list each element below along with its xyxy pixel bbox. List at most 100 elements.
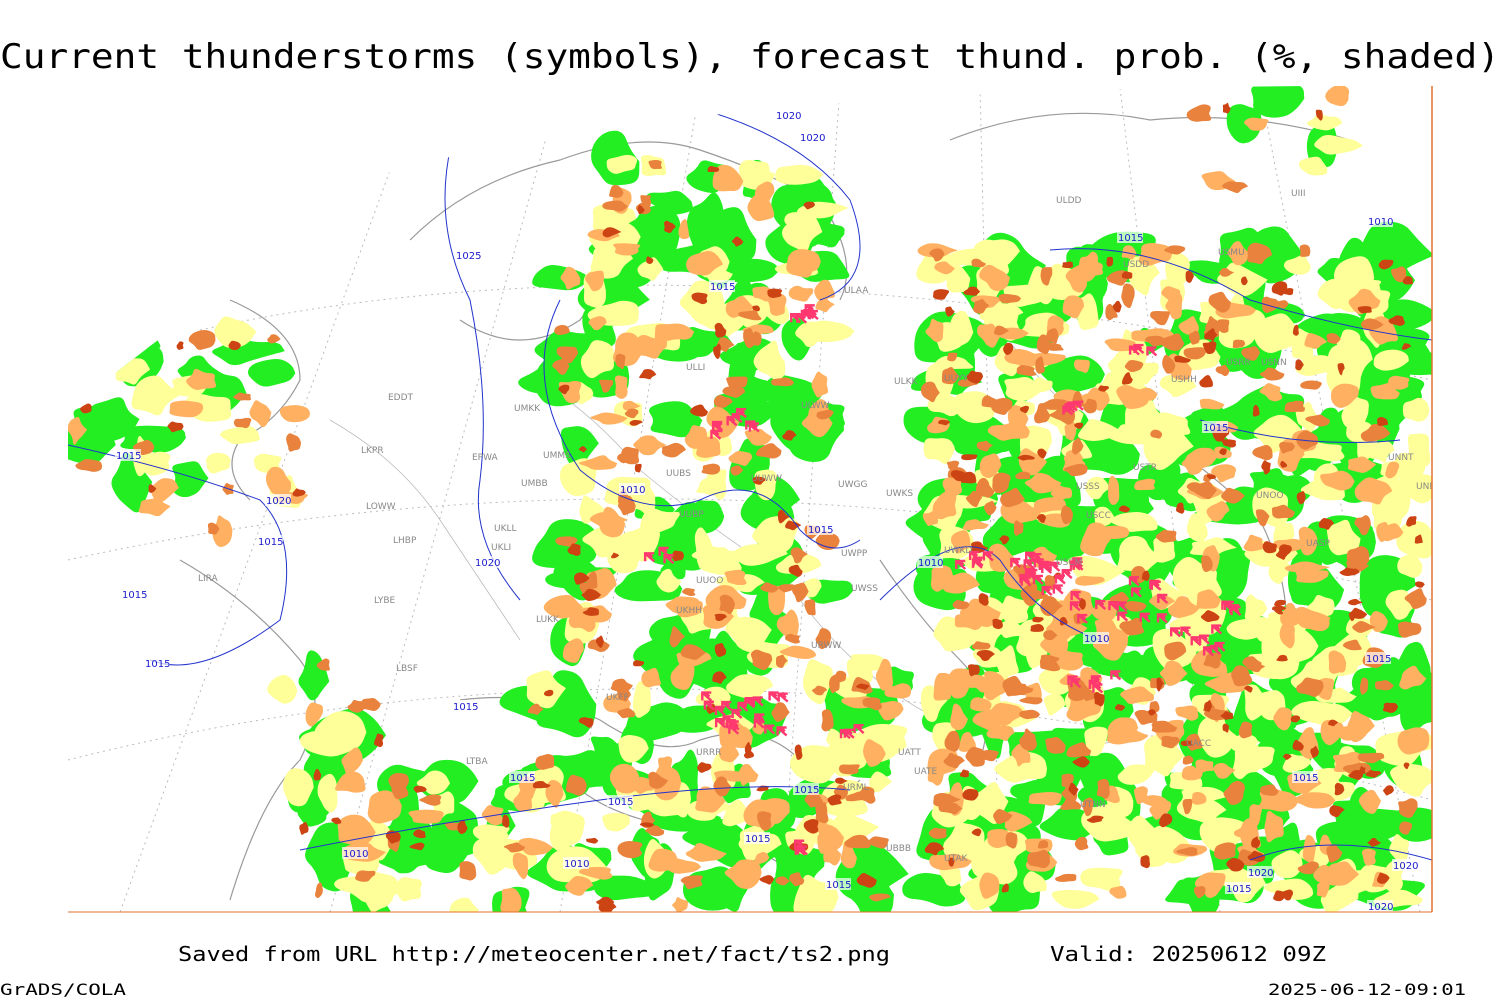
shade-cell [580, 340, 614, 379]
shade-cell [1279, 621, 1295, 649]
shade-cell [1045, 737, 1066, 754]
shade-cell [1019, 709, 1040, 720]
shade-cell [381, 811, 449, 874]
isobar-label-bg [793, 783, 819, 795]
shade-cell [1291, 701, 1353, 727]
shade-cell [1330, 383, 1359, 408]
shade-cell [457, 820, 468, 835]
shade-cell [1276, 654, 1288, 662]
shade-cell [884, 683, 912, 699]
isobar-label-bg [563, 857, 589, 869]
shade-cell [949, 310, 974, 346]
storm-symbol [1169, 627, 1181, 638]
shade-cell [1249, 468, 1292, 495]
shade-cell [1066, 742, 1092, 758]
isobar-label-bg [1117, 231, 1143, 243]
storm-symbol [793, 839, 805, 850]
shade-cell [663, 220, 676, 234]
isobar-label-bg [607, 795, 633, 807]
shade-cell [1180, 740, 1193, 747]
shade-cell [1380, 523, 1404, 542]
shade-cell [1349, 613, 1356, 621]
station-label: EDDT [388, 393, 414, 403]
shade-cell [785, 520, 802, 531]
storm-symbol [853, 723, 865, 735]
storm-symbol [1133, 343, 1145, 354]
storm-symbol [764, 724, 776, 735]
shade-cell [1159, 813, 1173, 828]
shade-cell [768, 585, 786, 616]
shade-cell [962, 519, 990, 531]
shade-cell [863, 739, 886, 767]
shade-cell [131, 375, 182, 416]
isobar-label-bg [775, 109, 801, 121]
isobar-label: 1015 [1203, 423, 1228, 434]
shade-cell [730, 465, 744, 476]
station-label: EPWA [472, 453, 499, 463]
shade-cell [1064, 421, 1077, 441]
shade-cell [1300, 380, 1322, 390]
shade-cell [1024, 472, 1062, 494]
shade-cell [930, 565, 954, 592]
shade-cell [999, 535, 1010, 545]
shade-cell [459, 861, 477, 881]
shade-cell [1407, 433, 1431, 469]
shade-cell [1304, 333, 1328, 349]
shade-cell [283, 768, 314, 807]
shade-cell [1252, 445, 1273, 461]
shade-cell [934, 261, 956, 275]
shade-cell [588, 316, 607, 331]
shade-cell [68, 416, 88, 445]
shade-cell [1345, 279, 1382, 295]
shade-cell [993, 809, 1013, 825]
shade-cell [1290, 715, 1301, 723]
shade-cell [617, 708, 636, 719]
shade-cell [526, 670, 566, 709]
shade-cell [560, 266, 581, 290]
shade-cell [1298, 156, 1328, 176]
shade-cell [946, 264, 971, 293]
isobar-label-bg [452, 700, 478, 712]
shade-cell [1074, 422, 1084, 429]
shade-cell [188, 330, 216, 350]
shade-cell [1295, 359, 1304, 371]
station-label: ULDD [1056, 196, 1082, 206]
shade-cell [844, 834, 871, 849]
storm-symbol [955, 559, 967, 570]
shade-cell [1191, 791, 1207, 805]
shade-cell [948, 857, 955, 867]
shade-cell [712, 671, 727, 684]
shade-cell [1098, 385, 1109, 392]
shade-cell [954, 613, 986, 631]
storm-symbol [1180, 626, 1192, 637]
shade-cell [1326, 519, 1361, 556]
storm-symbol [1209, 644, 1221, 655]
station-labels: ULDD ULAA ULLI ULKK UUYY ULWW UMKK EDDT EPWA UMMS… [198, 189, 1432, 864]
shade-cell [961, 454, 978, 461]
shade-cell [1037, 840, 1049, 849]
shade-cell [543, 594, 584, 619]
storm-symbol [1049, 561, 1061, 572]
shade-cell [617, 841, 643, 859]
shade-cell [1075, 575, 1105, 586]
station-label: UNNT [1388, 453, 1414, 463]
shade-cell [527, 703, 544, 715]
shade-cell [1221, 439, 1237, 448]
shade-cell [111, 452, 153, 513]
shade-cell [596, 896, 615, 907]
shade-cell [1073, 359, 1090, 374]
shade-cell [1181, 453, 1204, 475]
shade-cell [233, 392, 252, 401]
shade-cell [771, 702, 790, 722]
station-label: UACC [1186, 739, 1211, 749]
storm-symbol [710, 429, 722, 440]
shade-cell [634, 463, 642, 473]
shade-cell [1326, 844, 1343, 863]
shade-cell [609, 184, 624, 198]
shade-cell [355, 870, 376, 882]
station-label: LIRA [198, 574, 219, 584]
shade-cell [838, 764, 860, 775]
shade-cell [821, 709, 834, 732]
shade-cell [950, 530, 971, 554]
